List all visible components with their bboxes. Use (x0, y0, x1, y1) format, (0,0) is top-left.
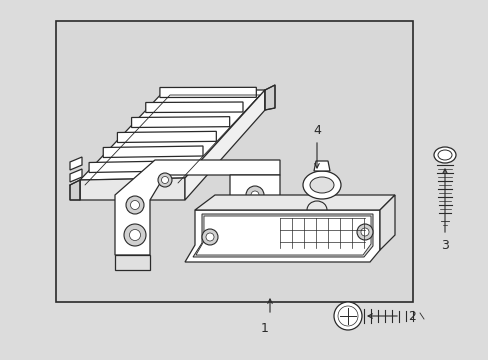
Text: 2: 2 (407, 310, 415, 323)
Polygon shape (313, 161, 329, 171)
Polygon shape (264, 85, 274, 110)
Circle shape (124, 224, 146, 246)
Polygon shape (80, 178, 184, 200)
Polygon shape (89, 161, 189, 172)
Text: 1: 1 (261, 321, 268, 334)
Circle shape (130, 201, 139, 210)
Circle shape (205, 233, 214, 241)
Polygon shape (70, 169, 82, 182)
Ellipse shape (303, 171, 340, 199)
Polygon shape (117, 131, 216, 143)
Polygon shape (145, 102, 243, 113)
Polygon shape (193, 214, 372, 257)
Ellipse shape (433, 147, 455, 163)
Polygon shape (70, 157, 82, 170)
Circle shape (356, 224, 372, 240)
Polygon shape (103, 146, 203, 158)
Circle shape (360, 228, 368, 236)
Polygon shape (184, 90, 264, 200)
Polygon shape (115, 255, 150, 270)
Polygon shape (195, 195, 394, 210)
Circle shape (126, 196, 143, 214)
Circle shape (245, 186, 264, 204)
Circle shape (161, 176, 168, 184)
Text: 4: 4 (312, 123, 320, 136)
Circle shape (333, 302, 361, 330)
Circle shape (129, 230, 140, 240)
Polygon shape (196, 216, 370, 255)
Polygon shape (70, 180, 80, 200)
Polygon shape (184, 210, 379, 262)
Polygon shape (56, 21, 412, 302)
Polygon shape (115, 160, 280, 255)
Ellipse shape (309, 177, 333, 193)
Text: 3: 3 (440, 239, 448, 252)
Polygon shape (229, 175, 280, 215)
Polygon shape (131, 117, 229, 127)
Polygon shape (80, 90, 264, 180)
Polygon shape (160, 87, 256, 98)
Circle shape (250, 191, 259, 199)
Ellipse shape (437, 150, 451, 160)
Circle shape (202, 229, 218, 245)
Polygon shape (379, 195, 394, 250)
Circle shape (158, 173, 172, 187)
